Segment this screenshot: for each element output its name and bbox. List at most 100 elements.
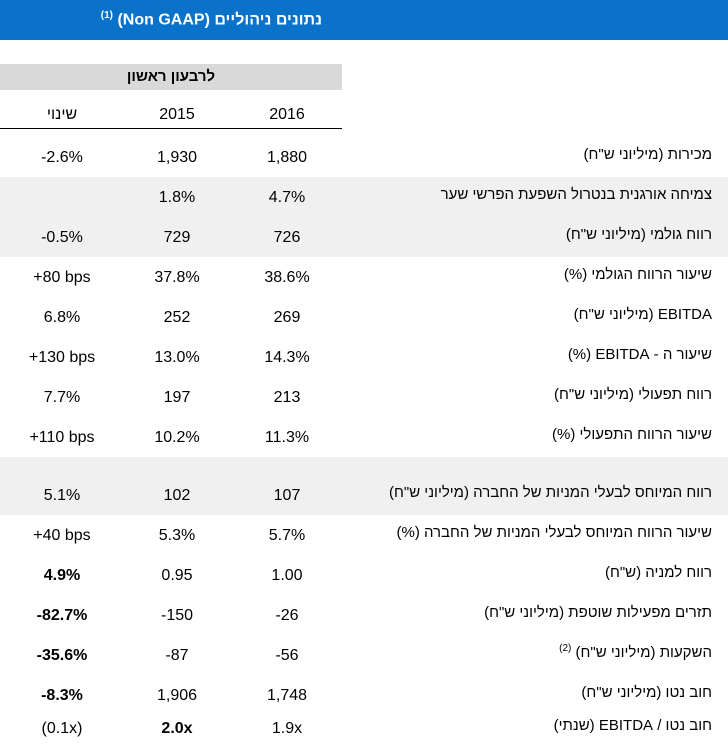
cell-value: 729 xyxy=(163,229,191,246)
cell-value: -56 xyxy=(275,647,299,664)
table-row: שיעור הרווח התפעולי (%) 11.3% 10.2% +110 bp… xyxy=(0,417,728,457)
group-header: לרבעון ראשון xyxy=(0,64,342,90)
table-row: השקעות (מיליוני ש"ח) (2) -56 -87 -35.6% xyxy=(0,635,728,675)
cell-value: +110 bps xyxy=(29,429,95,446)
cell-value: -26 xyxy=(275,607,299,624)
title: נתונים ניהוליים (Non GAAP) (1) xyxy=(101,10,322,29)
label-text: חוב נטו (מיליוני ש"ח) xyxy=(581,684,712,701)
cell-value: 10.2% xyxy=(154,429,200,446)
cell-value: 1,930 xyxy=(156,149,198,166)
row-label: שיעור הרווח המיוחס לבעלי המניות של החברה… xyxy=(344,519,712,547)
label-text: מכירות (מיליוני ש"ח) xyxy=(583,146,713,163)
row-label: מכירות (מיליוני ש"ח) xyxy=(344,141,713,169)
label-text: EBITDA (מיליוני ש"ח) xyxy=(573,306,712,323)
cell-value: 11.3% xyxy=(264,429,310,446)
cell-value: -2.6% xyxy=(41,149,83,166)
label-text: חוב נטו / EBITDA (שנתי) xyxy=(553,717,712,734)
cell-value: 13.0% xyxy=(154,349,200,366)
cell-value: +40 bps xyxy=(33,527,91,544)
cell-value: +80 bps xyxy=(33,269,91,286)
cell-value: 197 xyxy=(163,389,191,406)
cell-value: 2.0x xyxy=(161,720,193,737)
label-text: שיעור ה - EBITDA (%) xyxy=(567,346,712,363)
label-text: רווח למניה (ש"ח) xyxy=(604,564,712,581)
cell-value: (0.1x) xyxy=(41,720,83,737)
label-text: שיעור הרווח התפעולי (%) xyxy=(552,426,712,443)
cell-value: 14.3% xyxy=(264,349,310,366)
table-row: EBITDA (מיליוני ש"ח) 269 252 6.8% xyxy=(0,297,728,337)
column-header: 2015 xyxy=(159,106,195,123)
cell-value: 726 xyxy=(273,229,301,246)
header-rule xyxy=(0,128,342,129)
label-text: שיעור הרווח הגולמי (%) xyxy=(563,266,712,283)
row-label: חוב נטו / EBITDA (שנתי) xyxy=(344,712,712,740)
table-row: שיעור הרווח הגולמי (%) 38.6% 37.8% +80 bps xyxy=(0,257,728,297)
table-row: שיעור ה - EBITDA (%) 14.3% 13.0% +130 bps xyxy=(0,337,728,377)
row-label: חוב נטו (מיליוני ש"ח) xyxy=(344,679,712,707)
row-label: שיעור ה - EBITDA (%) xyxy=(344,341,712,369)
header-bar xyxy=(0,0,728,40)
label-note: (2) xyxy=(559,643,572,654)
cell-value: -82.7% xyxy=(36,607,88,624)
cell-value: 5.7% xyxy=(268,527,306,544)
table-row: רווח המיוחס לבעלי המניות של החברה (מיליו… xyxy=(0,457,728,515)
cell-value: -150 xyxy=(160,607,194,624)
cell-value: 5.1% xyxy=(43,487,81,504)
row-label: שיעור הרווח התפעולי (%) xyxy=(344,421,712,449)
column-header: 2016 xyxy=(269,106,305,123)
cell-value: 252 xyxy=(163,309,191,326)
row-label: תזרים מפעילות שוטפת (מיליוני ש"ח) xyxy=(344,599,712,627)
table-row: חוב נטו (מיליוני ש"ח) 1,748 1,906 -8.3% xyxy=(0,675,728,715)
cell-value: 6.8% xyxy=(43,309,81,326)
row-label: צמיחה אורגנית בנטרול השפעת הפרשי שער xyxy=(344,181,712,209)
row-label: רווח למניה (ש"ח) xyxy=(344,559,712,587)
row-label: השקעות (מיליוני ש"ח) (2) xyxy=(344,635,712,667)
cell-value: 213 xyxy=(273,389,301,406)
cell-value: 5.3% xyxy=(158,527,196,544)
table-row: חוב נטו / EBITDA (שנתי) 1.9x 2.0x (0.1x) xyxy=(0,715,728,748)
cell-value: 0.95 xyxy=(161,567,193,584)
table-row: רווח גולמי (מיליוני ש"ח) 726 729 -0.5% xyxy=(0,217,728,257)
cell-value: 1.9x xyxy=(271,720,303,737)
cell-value: -8.3% xyxy=(41,687,83,704)
cell-value: 269 xyxy=(273,309,301,326)
label-text: השקעות (מיליוני ש"ח) xyxy=(575,644,712,661)
title-note: (1) xyxy=(100,10,114,21)
cell-value: 37.8% xyxy=(154,269,200,286)
title-text: נתונים ניהוליים (Non GAAP) xyxy=(117,11,322,29)
cell-value: 1,880 xyxy=(266,149,308,166)
label-text: רווח המיוחס לבעלי המניות של החברה (מיליו… xyxy=(389,484,712,501)
cell-value: +130 bps xyxy=(28,349,96,366)
label-text: שיעור הרווח המיוחס לבעלי המניות של החברה… xyxy=(396,524,712,541)
row-label: רווח המיוחס לבעלי המניות של החברה (מיליו… xyxy=(344,479,712,507)
cell-value: 38.6% xyxy=(264,269,310,286)
row-label: שיעור הרווח הגולמי (%) xyxy=(344,261,712,289)
cell-value: 1,748 xyxy=(266,687,308,704)
table-row: רווח למניה (ש"ח) 1.00 0.95 4.9% xyxy=(0,555,728,595)
cell-value: 1,906 xyxy=(156,687,198,704)
cell-value: 1.00 xyxy=(271,567,303,584)
cell-value: 4.9% xyxy=(43,567,81,584)
table-row: רווח תפעולי (מיליוני ש"ח) 213 197 7.7% xyxy=(0,377,728,417)
row-label: רווח תפעולי (מיליוני ש"ח) xyxy=(344,381,712,409)
table-row: צמיחה אורגנית בנטרול השפעת הפרשי שער 4.7%… xyxy=(0,177,728,217)
table-row: שיעור הרווח המיוחס לבעלי המניות של החברה… xyxy=(0,515,728,555)
label-text: צמיחה אורגנית בנטרול השפעת הפרשי שער xyxy=(440,186,712,203)
cell-value: -0.5% xyxy=(41,229,83,246)
label-text: רווח גולמי (מיליוני ש"ח) xyxy=(565,226,712,243)
table-row: מכירות (מיליוני ש"ח) 1,880 1,930 -2.6% xyxy=(0,137,728,177)
row-label: רווח גולמי (מיליוני ש"ח) xyxy=(344,221,712,249)
cell-value: 107 xyxy=(273,487,301,504)
cell-value: 1.8% xyxy=(158,189,196,206)
label-text: תזרים מפעילות שוטפת (מיליוני ש"ח) xyxy=(484,604,712,621)
cell-value: 102 xyxy=(163,487,191,504)
cell-value: 4.7% xyxy=(268,189,306,206)
table-row: תזרים מפעילות שוטפת (מיליוני ש"ח) -26 -150… xyxy=(0,595,728,635)
row-label: EBITDA (מיליוני ש"ח) xyxy=(344,301,712,329)
cell-value: -87 xyxy=(165,647,189,664)
cell-value: 7.7% xyxy=(43,389,81,406)
column-header: שינוי xyxy=(46,106,78,123)
label-text: רווח תפעולי (מיליוני ש"ח) xyxy=(554,386,712,403)
cell-value: -35.6% xyxy=(36,647,88,664)
